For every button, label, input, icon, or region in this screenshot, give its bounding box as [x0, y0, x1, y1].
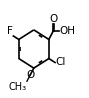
Text: O: O — [26, 70, 34, 80]
Text: F: F — [7, 26, 13, 36]
Text: O: O — [49, 14, 57, 24]
Text: Cl: Cl — [55, 57, 66, 68]
Text: CH₃: CH₃ — [8, 82, 26, 92]
Text: OH: OH — [59, 26, 75, 36]
